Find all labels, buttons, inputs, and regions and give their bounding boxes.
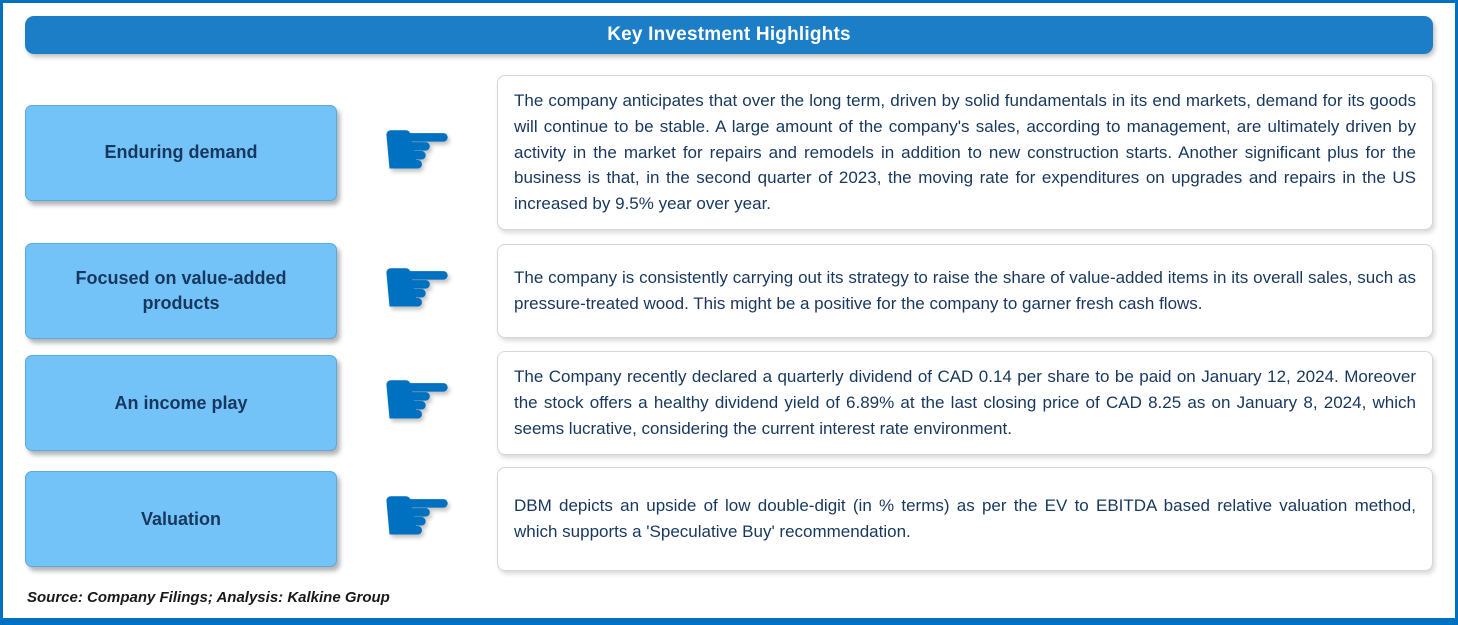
text-box-value-added-products: The company is consistently carrying out… (497, 243, 1433, 338)
highlight-row-valuation: Valuation ☛ DBM depicts an upside of low… (23, 466, 1435, 571)
body-text: The Company recently declared a quarterl… (514, 367, 1416, 438)
pointing-hand-icon: ☛ (379, 465, 455, 564)
pointing-hand-icon: ☛ (379, 349, 455, 448)
highlight-row-income-play: An income play ☛ The Company recently de… (23, 351, 1435, 455)
label-text: Enduring demand (104, 142, 258, 163)
label-box-valuation: Valuation (25, 470, 337, 567)
body-text: The company anticipates that over the lo… (514, 91, 1416, 214)
page-title: Key Investment Highlights (607, 24, 851, 45)
footer: Source: Company Filings; Analysis: Kalki… (23, 582, 1435, 612)
label-text: Valuation (140, 508, 221, 529)
pointing-hand-icon: ☛ (379, 99, 455, 198)
highlight-rows: Enduring demand ☛ The company anticipate… (23, 68, 1435, 582)
highlight-row-value-added-products: Focused on value-added products ☛ The co… (23, 242, 1435, 339)
label-text: Focused on value-added products (75, 268, 287, 313)
body-text: DBM depicts an upside of low double-digi… (514, 496, 1416, 541)
label-box-value-added-products: Focused on value-added products (25, 242, 337, 339)
text-box-income-play: The Company recently declared a quarterl… (497, 351, 1433, 455)
label-box-income-play: An income play (25, 354, 337, 451)
highlight-row-enduring-demand: Enduring demand ☛ The company anticipate… (23, 75, 1435, 231)
source-note: Source: Company Filings; Analysis: Kalki… (27, 588, 390, 606)
hand-column: ☛ (337, 473, 497, 561)
pointing-hand-icon: ☛ (379, 237, 455, 336)
text-box-enduring-demand: The company anticipates that over the lo… (497, 75, 1433, 231)
hand-column: ☛ (337, 245, 497, 333)
hand-column: ☛ (337, 107, 497, 195)
hand-column: ☛ (337, 357, 497, 445)
text-box-valuation: DBM depicts an upside of low double-digi… (497, 466, 1433, 571)
body-text: The company is consistently carrying out… (514, 267, 1416, 313)
label-box-enduring-demand: Enduring demand (25, 104, 337, 201)
title-bar: Key Investment Highlights (25, 16, 1433, 54)
label-text: An income play (114, 392, 248, 413)
